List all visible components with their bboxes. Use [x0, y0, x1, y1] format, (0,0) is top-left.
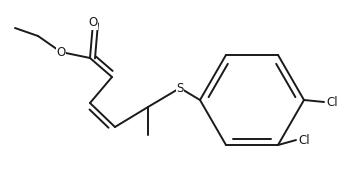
Text: O: O	[88, 17, 98, 29]
Text: S: S	[176, 82, 184, 95]
Text: O: O	[56, 45, 66, 59]
Text: Cl: Cl	[326, 95, 337, 109]
Text: Cl: Cl	[298, 134, 310, 146]
